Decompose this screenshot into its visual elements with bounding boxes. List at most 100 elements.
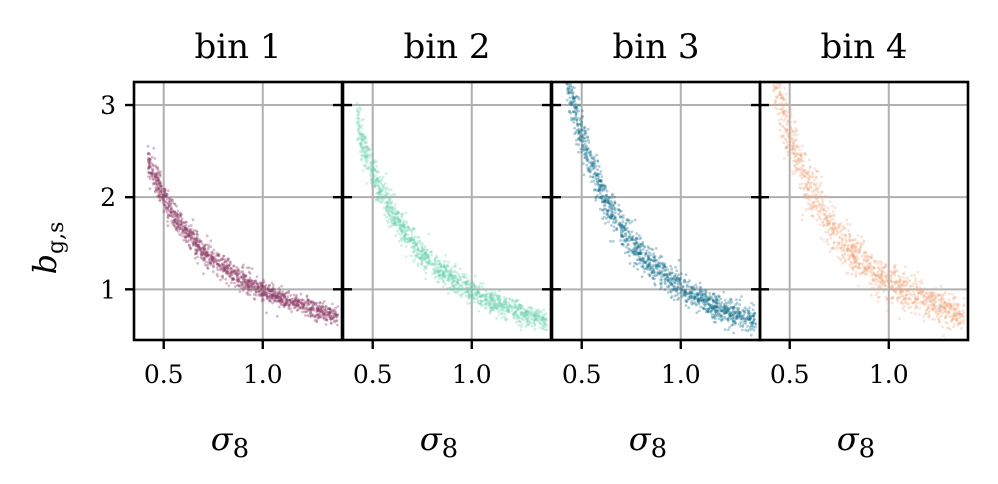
scatter-point: [237, 268, 240, 272]
scatter-point: [468, 293, 472, 296]
scatter-point: [191, 231, 195, 234]
scatter-point: [177, 225, 180, 229]
scatter-point: [790, 145, 794, 149]
scatter-point: [496, 294, 500, 298]
scatter-point: [634, 238, 638, 242]
scatter-point: [217, 252, 221, 256]
scatter-point: [400, 231, 404, 235]
scatter-point: [599, 196, 603, 200]
scatter-point: [533, 317, 537, 321]
scatter-point: [439, 268, 443, 271]
scatter-point: [513, 300, 517, 303]
scatter-point: [187, 231, 191, 235]
scatter-point: [437, 271, 440, 275]
scatter-point: [282, 297, 286, 300]
scatter-point: [947, 311, 951, 315]
scatter-point: [722, 305, 726, 309]
scatter-point: [176, 223, 180, 227]
scatter-point: [172, 223, 176, 227]
scatter-point: [149, 175, 153, 179]
scatter-point: [940, 297, 943, 300]
scatter-point: [600, 175, 604, 179]
scatter-point: [260, 292, 264, 296]
scatter-point: [922, 294, 926, 298]
scatter-point: [681, 285, 685, 288]
scatter-point: [252, 288, 256, 291]
scatter-point: [382, 198, 385, 201]
scatter-point: [636, 267, 639, 271]
scatter-point: [677, 279, 681, 283]
scatter-point: [282, 303, 286, 307]
scatter-point: [718, 306, 722, 309]
scatter-point: [489, 297, 493, 301]
scatter-point: [851, 266, 855, 270]
scatter-point: [197, 245, 201, 249]
scatter-point: [544, 318, 548, 322]
scatter-point: [170, 214, 174, 217]
scatter-point: [241, 270, 245, 274]
scatter-point: [184, 240, 188, 244]
scatter-point: [317, 309, 321, 312]
scatter-point: [949, 303, 952, 307]
scatter-point: [434, 271, 438, 275]
scatter-point: [433, 269, 437, 272]
scatter-point: [168, 204, 171, 207]
scatter-point: [620, 230, 623, 234]
scatter-point: [775, 83, 779, 86]
scatter-point: [433, 271, 436, 275]
scatter-point: [941, 305, 945, 309]
scatter-point: [850, 246, 853, 249]
scatter-point: [526, 310, 530, 313]
scatter-point: [184, 228, 187, 232]
scatter-point: [795, 145, 799, 149]
scatter-point: [850, 253, 854, 257]
scatter-point: [778, 92, 782, 95]
scatter-point: [638, 245, 642, 249]
scatter-point: [803, 171, 807, 175]
scatter-point: [329, 315, 332, 319]
scatter-point: [745, 308, 748, 311]
scatter-point: [601, 208, 605, 212]
scatter-point: [873, 259, 876, 263]
scatter-point: [411, 227, 415, 231]
scatter-point: [846, 249, 849, 253]
scatter-point: [487, 301, 491, 305]
scatter-point: [302, 305, 306, 308]
scatter-point: [593, 159, 596, 163]
scatter-point: [227, 263, 231, 267]
scatter-point: [316, 313, 320, 317]
scatter-point: [781, 124, 785, 128]
scatter-point: [521, 312, 525, 316]
scatter-point: [410, 233, 414, 236]
scatter-point: [210, 257, 214, 261]
scatter-point: [400, 239, 404, 243]
scatter-point: [534, 310, 538, 314]
scatter-point: [315, 309, 319, 312]
scatter-point: [782, 141, 785, 145]
scatter-point: [398, 225, 402, 228]
scatter-point: [849, 260, 853, 264]
scatter-point: [792, 133, 796, 137]
scatter-point: [273, 296, 276, 300]
scatter-point: [277, 299, 281, 303]
scatter-point: [906, 298, 910, 301]
scatter-point: [533, 327, 537, 331]
scatter-point: [373, 184, 377, 188]
scatter-point: [232, 277, 236, 281]
scatter-point: [180, 226, 183, 230]
scatter-point: [300, 310, 304, 314]
scatter-point: [489, 307, 492, 311]
scatter-point: [812, 205, 816, 209]
scatter-point: [590, 164, 594, 168]
scatter-point: [857, 265, 861, 269]
scatter-point: [908, 297, 912, 300]
scatter-point: [244, 274, 248, 277]
scatter-point: [811, 171, 814, 175]
scatter-point: [620, 234, 624, 238]
scatter-point: [165, 193, 168, 197]
scatter-point: [355, 116, 359, 120]
scatter-point: [200, 257, 204, 261]
scatter-point: [182, 225, 185, 229]
scatter-point: [316, 317, 319, 320]
scatter-point: [709, 297, 712, 300]
